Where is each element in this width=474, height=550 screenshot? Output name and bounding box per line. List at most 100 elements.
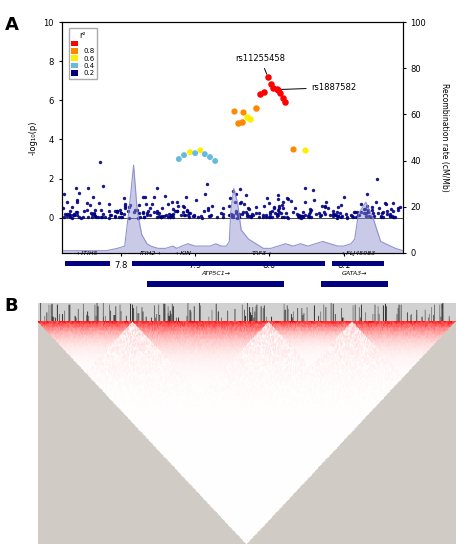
Point bbox=[231, 197, 239, 206]
Point bbox=[227, 193, 234, 202]
Point bbox=[228, 211, 235, 220]
Point bbox=[73, 207, 81, 216]
Point bbox=[162, 211, 169, 220]
Point bbox=[118, 212, 126, 221]
Point bbox=[301, 211, 309, 219]
Point bbox=[334, 212, 342, 221]
Point bbox=[139, 207, 146, 216]
Bar bbox=[132, 261, 169, 266]
Point bbox=[75, 213, 83, 222]
Point bbox=[105, 213, 113, 222]
Point bbox=[134, 205, 141, 214]
Point bbox=[153, 184, 161, 193]
Point bbox=[182, 193, 190, 202]
Point bbox=[61, 210, 69, 218]
Point bbox=[352, 208, 359, 217]
Point bbox=[233, 213, 241, 222]
Point bbox=[99, 213, 106, 222]
Point bbox=[140, 212, 148, 221]
Point bbox=[274, 85, 282, 94]
Point bbox=[111, 206, 118, 215]
Point bbox=[364, 189, 371, 198]
Point bbox=[166, 213, 174, 222]
Point bbox=[298, 211, 305, 220]
Point bbox=[204, 179, 211, 188]
Point bbox=[278, 212, 286, 221]
Point bbox=[80, 213, 87, 222]
Point bbox=[239, 208, 247, 217]
Point bbox=[368, 205, 375, 214]
Text: ←FLJ45983: ←FLJ45983 bbox=[341, 251, 375, 256]
Point bbox=[191, 148, 199, 157]
Point bbox=[146, 211, 154, 219]
Point bbox=[304, 212, 312, 221]
Point bbox=[126, 201, 134, 210]
Point bbox=[317, 211, 324, 220]
Point bbox=[273, 84, 281, 93]
Point bbox=[227, 210, 235, 218]
Point bbox=[154, 213, 161, 222]
Point bbox=[367, 212, 375, 221]
Text: GATA3→: GATA3→ bbox=[342, 272, 367, 277]
Point bbox=[293, 210, 301, 218]
Point bbox=[252, 208, 260, 217]
Point bbox=[388, 212, 395, 221]
Point bbox=[262, 212, 270, 221]
Point bbox=[306, 212, 313, 221]
Point bbox=[206, 153, 214, 162]
Point bbox=[307, 208, 314, 217]
Point bbox=[279, 94, 286, 103]
Point bbox=[204, 204, 211, 212]
Point bbox=[177, 210, 184, 219]
Text: Mb: Mb bbox=[226, 304, 238, 313]
Point bbox=[318, 210, 325, 219]
Point bbox=[226, 211, 233, 219]
Point bbox=[394, 206, 402, 214]
Point bbox=[301, 146, 309, 155]
Point bbox=[289, 207, 297, 216]
Point bbox=[73, 195, 81, 204]
Point bbox=[68, 213, 76, 222]
Text: A: A bbox=[5, 16, 18, 35]
Y-axis label: -log₁₀(p): -log₁₀(p) bbox=[29, 120, 38, 155]
Point bbox=[179, 202, 187, 211]
Point bbox=[287, 197, 295, 206]
Point bbox=[111, 213, 118, 222]
Point bbox=[73, 211, 81, 220]
Point bbox=[121, 204, 128, 212]
Point bbox=[298, 211, 306, 220]
Point bbox=[389, 206, 396, 215]
Point bbox=[364, 206, 372, 214]
Point bbox=[186, 208, 193, 217]
Point bbox=[70, 210, 77, 219]
Point bbox=[98, 206, 105, 214]
Point bbox=[186, 208, 193, 217]
Point bbox=[84, 184, 92, 192]
Point bbox=[374, 209, 382, 218]
Point bbox=[168, 210, 176, 219]
Point bbox=[274, 206, 282, 214]
Point bbox=[310, 196, 318, 205]
Point bbox=[298, 211, 305, 220]
Point bbox=[142, 200, 150, 208]
Point bbox=[219, 213, 227, 222]
Point bbox=[121, 200, 129, 208]
Point bbox=[236, 184, 244, 193]
Point bbox=[219, 210, 227, 218]
Point bbox=[362, 208, 370, 217]
Point bbox=[171, 207, 178, 216]
Point bbox=[301, 184, 309, 192]
Point bbox=[158, 204, 165, 213]
Point bbox=[126, 203, 133, 212]
Point bbox=[336, 208, 344, 217]
Point bbox=[273, 211, 281, 220]
Point bbox=[201, 189, 209, 198]
Point bbox=[180, 211, 188, 219]
Legend: , 0.8, 0.6, 0.4, 0.2: , 0.8, 0.6, 0.4, 0.2 bbox=[69, 28, 97, 79]
Point bbox=[267, 79, 274, 88]
Point bbox=[125, 213, 132, 222]
Point bbox=[354, 207, 361, 216]
Point bbox=[169, 210, 176, 219]
Point bbox=[234, 211, 242, 220]
Point bbox=[72, 184, 79, 192]
